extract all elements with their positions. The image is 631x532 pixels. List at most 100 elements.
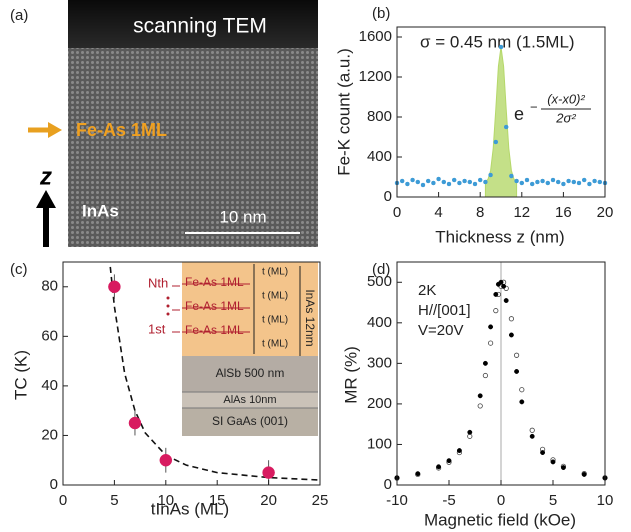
y-tick-label: 400 [367, 314, 392, 331]
x-axis-label: tInAs (ML) [151, 499, 229, 518]
alsb-layer [182, 356, 318, 392]
data-point [451, 177, 457, 183]
x-tick-label: 0 [497, 492, 505, 509]
panel-label: (a) [10, 7, 28, 24]
fit-line [109, 266, 321, 481]
data-point [477, 393, 483, 399]
gaas-layer [182, 408, 318, 436]
data-point [399, 178, 405, 184]
feas-label: Fe-As 1ML [185, 275, 244, 289]
plot-frame [396, 26, 606, 198]
dot [166, 312, 170, 316]
data-point [514, 178, 519, 184]
layer-label: SI GaAs (001) [212, 414, 288, 428]
data-point [550, 177, 556, 183]
layer-arrowhead [48, 122, 62, 138]
data-point [410, 177, 415, 183]
t-label: t (ML) [262, 315, 288, 326]
data-point [462, 178, 467, 184]
data-point [487, 340, 494, 346]
y-tick-label: 800 [367, 108, 392, 125]
x-tick-label: 0 [393, 204, 401, 221]
data-point [420, 182, 426, 188]
annotation: H//[001] [418, 302, 471, 319]
data-point [415, 179, 421, 185]
data-point [561, 181, 566, 187]
data-point [493, 291, 499, 297]
layer-label: Fe-As 1ML [76, 120, 167, 140]
data-point [415, 471, 421, 477]
data-point [446, 181, 452, 187]
data-point [555, 179, 561, 185]
data-point [519, 180, 525, 186]
data-point [519, 399, 525, 405]
panel-label: (d) [372, 261, 390, 278]
data-point [560, 465, 566, 471]
inset: Fe-As 1ML Fe-As 1ML Fe-As 1ML t (ML) t (… [148, 262, 318, 436]
x-tick-label: 5 [549, 492, 557, 509]
nth-label: Nth [148, 275, 168, 290]
annotation: 2K [418, 282, 436, 299]
data-point [467, 429, 473, 435]
data-point [519, 387, 525, 393]
first-label: 1st [148, 321, 166, 336]
data-point [503, 124, 509, 130]
y-tick-label: 40 [41, 377, 58, 394]
x-tick-label: 20 [260, 492, 277, 509]
data-point [571, 179, 577, 185]
data-point [540, 450, 546, 456]
tem-title: scanning TEM [133, 15, 267, 38]
data-point [467, 433, 473, 439]
x-tick-label: 0 [59, 492, 67, 509]
data-point [597, 179, 603, 185]
x-tick-label: 4 [434, 204, 442, 221]
data-point [529, 181, 535, 187]
data-point [483, 179, 488, 185]
x-tick-label: 10 [597, 492, 614, 509]
alas-layer [182, 392, 318, 408]
x-tick-label: 12 [513, 204, 530, 221]
data-point [436, 176, 441, 182]
data-point [592, 178, 597, 184]
x-tick-label: 10 [157, 492, 174, 509]
data-point [509, 173, 514, 179]
x-tick-label: 8 [476, 204, 484, 221]
dot [166, 296, 170, 300]
data-point [566, 178, 571, 184]
formula-base: e [514, 104, 524, 124]
data-point [159, 453, 173, 467]
data-point [535, 179, 540, 185]
feas-label: Fe-As 1ML [185, 299, 244, 313]
formula-sign: − [530, 99, 538, 114]
data-point [508, 332, 514, 338]
x-tick-label: 5 [110, 492, 118, 509]
data-point [529, 433, 535, 439]
y-axis-label: Fe-K count (a.u.) [334, 48, 353, 176]
data-point [545, 180, 551, 186]
data-point [456, 448, 462, 453]
y-axis-label: MR (%) [341, 346, 360, 404]
annotation: σ = 0.45 nm (1.5ML) [420, 32, 575, 51]
dot [166, 304, 170, 308]
data-point [576, 180, 582, 186]
formula-numerator: (x-x0)² [547, 91, 585, 106]
data-point [581, 177, 587, 183]
x-tick-label: 25 [312, 492, 329, 509]
panel-label: (b) [372, 5, 390, 22]
x-tick-label: 15 [209, 492, 226, 509]
y-tick-label: 200 [367, 395, 392, 412]
material-label: InAs [82, 201, 119, 220]
x-tick-label: 20 [597, 204, 614, 221]
feas-label: Fe-As 1ML [185, 323, 244, 337]
data-point [493, 139, 499, 145]
t-label: t (ML) [262, 267, 288, 278]
data-point [482, 372, 488, 379]
axis-label: z [39, 163, 52, 190]
layer-label: AlSb 500 nm [216, 366, 285, 380]
z-arrowhead [36, 190, 56, 208]
data-point [529, 427, 535, 433]
plot: 0 5 10 15 20 25 0 20 40 60 80 [41, 261, 329, 509]
x-tick-label: 16 [555, 204, 572, 221]
